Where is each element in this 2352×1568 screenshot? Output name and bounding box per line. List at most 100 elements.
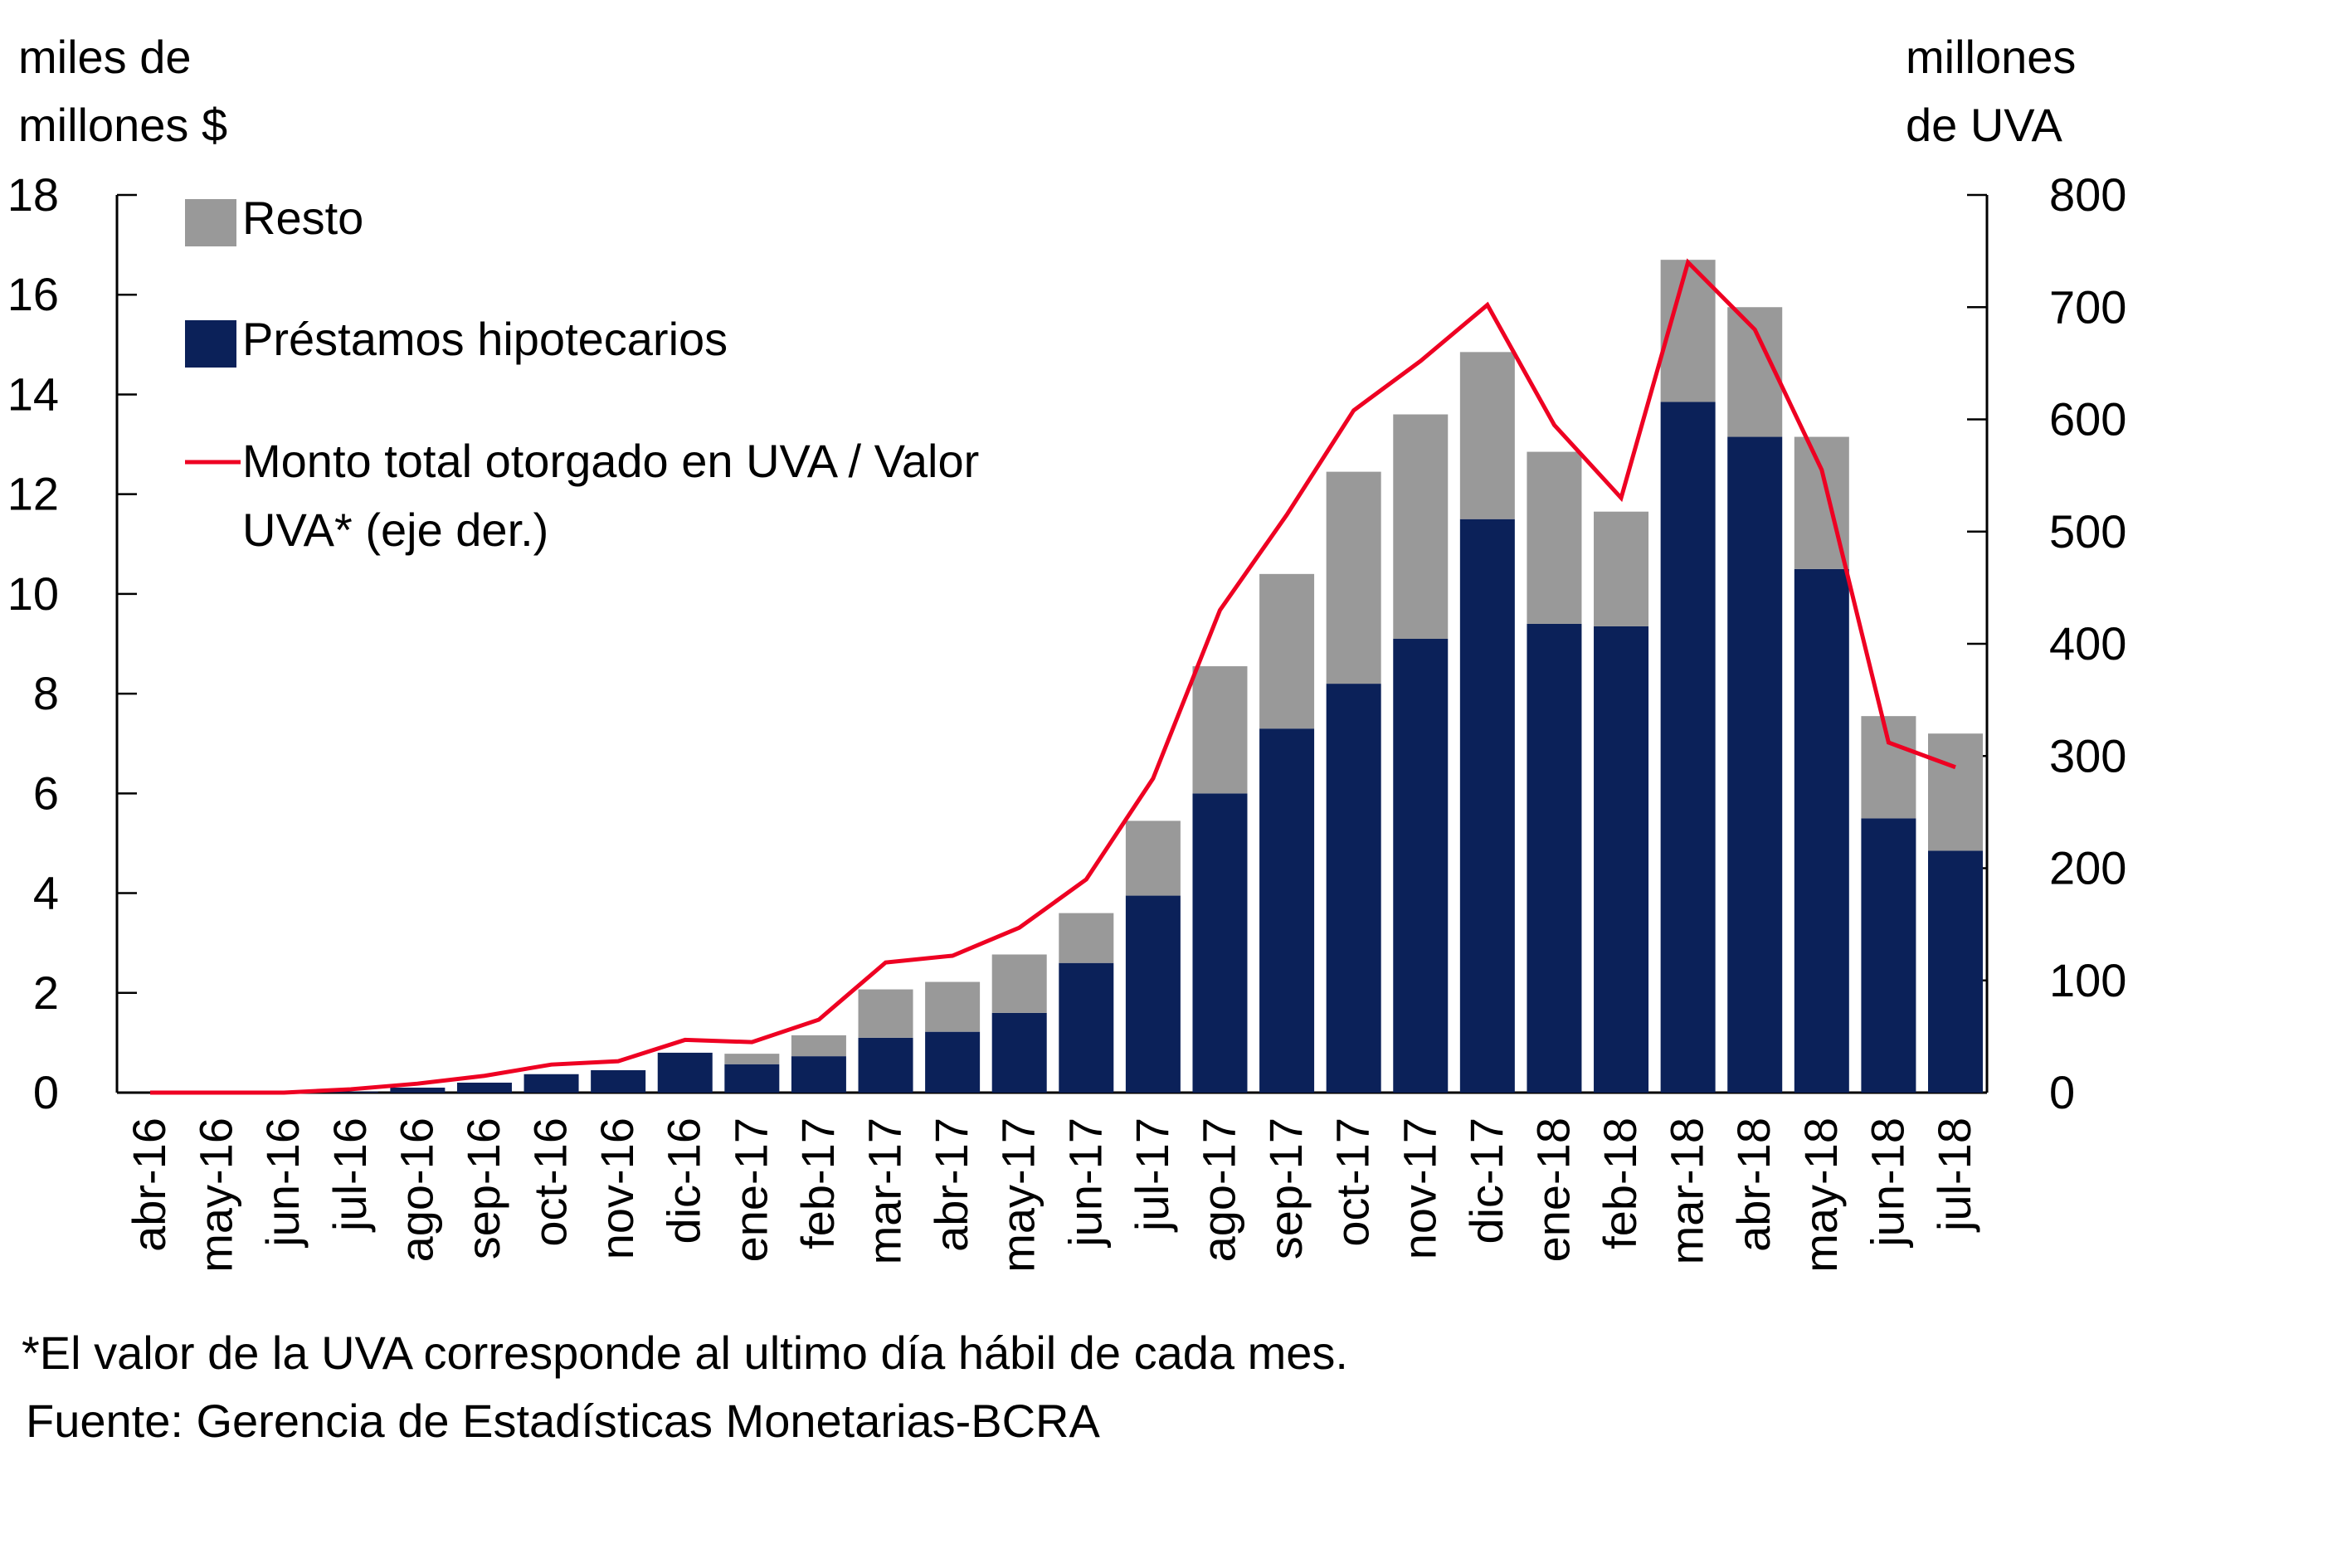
bar-hipotecarios (991, 1012, 1047, 1093)
bar-resto (1928, 733, 1983, 851)
y-tick-label-left: 4 (33, 867, 59, 919)
legend-label-line-1: Monto total otorgado en UVA / Valor (242, 435, 979, 487)
bar-resto (925, 981, 981, 1032)
x-tick-label: nov-16 (591, 1118, 643, 1259)
bar-resto (1059, 913, 1114, 963)
y-axis-title-left: millones $ (18, 99, 227, 151)
bar-hipotecarios (390, 1087, 446, 1093)
x-tick-label: sep-16 (457, 1118, 509, 1259)
x-tick-label: mar-18 (1661, 1118, 1713, 1264)
x-tick-label: may-16 (190, 1118, 242, 1273)
y-axis-title-right: de UVA (1906, 99, 2062, 151)
bar-resto (1192, 666, 1248, 794)
y-tick-label-left: 10 (7, 567, 59, 620)
y-tick-label-right: 500 (2049, 505, 2126, 558)
bar-hipotecarios (1660, 402, 1716, 1093)
x-tick-label: feb-18 (1594, 1118, 1646, 1249)
x-tick-label: oct-16 (524, 1118, 577, 1247)
bar-hipotecarios (1928, 850, 1983, 1093)
bar-resto (1125, 821, 1181, 896)
x-tick-label: feb-17 (791, 1118, 844, 1249)
y-tick-label-left: 16 (7, 268, 59, 320)
legend-swatch-resto (185, 199, 236, 246)
x-tick-label: jun-16 (256, 1118, 309, 1249)
bar-hipotecarios (1259, 728, 1315, 1093)
x-tick-label: abr-17 (925, 1118, 977, 1252)
y-tick-label-right: 700 (2049, 280, 2126, 333)
x-tick-label: abr-18 (1727, 1118, 1780, 1252)
y-tick-label-right: 800 (2049, 168, 2126, 221)
y-tick-label-left: 14 (7, 368, 59, 420)
legend-label-resto: Resto (242, 192, 363, 244)
bar-resto (1259, 573, 1315, 729)
bar-hipotecarios (456, 1082, 512, 1093)
legend-label-hipotecarios: Préstamos hipotecarios (242, 313, 728, 365)
x-tick-label: ago-17 (1192, 1118, 1244, 1262)
x-tick-label: oct-17 (1327, 1118, 1379, 1247)
y-tick-label-left: 12 (7, 468, 59, 520)
x-tick-label: jun-18 (1861, 1118, 1913, 1249)
footnote: *El valor de la UVA corresponde al ultim… (22, 1327, 1348, 1379)
bar-hipotecarios (1125, 895, 1181, 1093)
y-tick-label-left: 8 (33, 667, 59, 719)
bar-hipotecarios (858, 1037, 913, 1093)
line-series-uva (150, 258, 1956, 1095)
y-tick-label-left: 0 (33, 1066, 59, 1118)
bar-hipotecarios (1192, 793, 1248, 1093)
bar-hipotecarios (791, 1056, 846, 1093)
y-tick-label-right: 300 (2049, 729, 2126, 782)
bar-hipotecarios (523, 1074, 579, 1093)
bar-resto (1527, 451, 1582, 624)
bar-hipotecarios (925, 1031, 981, 1093)
legend-swatch-hipotecarios (185, 320, 236, 368)
legend-label-line-2: UVA* (eje der.) (242, 504, 548, 556)
y-tick-label-right: 0 (2049, 1066, 2075, 1118)
y-tick-label-right: 100 (2049, 954, 2126, 1006)
bar-hipotecarios (1527, 623, 1582, 1093)
y-tick-label-left: 18 (7, 168, 59, 221)
y-tick-label-left: 2 (33, 967, 59, 1019)
y-axis-title-left: miles de (18, 31, 192, 83)
bar-hipotecarios (1326, 684, 1381, 1093)
bar-hipotecarios (1794, 568, 1849, 1093)
x-tick-label: ene-18 (1527, 1118, 1579, 1262)
x-tick-label: may-17 (992, 1118, 1045, 1273)
bar-resto (1459, 352, 1515, 519)
bar-hipotecarios (1594, 626, 1649, 1093)
bar-resto (791, 1035, 846, 1057)
x-tick-label: jul-16 (324, 1118, 376, 1233)
x-tick-label: jul-18 (1928, 1118, 1980, 1233)
x-tick-label: jun-17 (1059, 1118, 1111, 1249)
bar-resto (858, 989, 913, 1038)
y-axis-title-right: millones (1906, 31, 2076, 83)
x-tick-label: jul-17 (1126, 1118, 1178, 1233)
bar-hipotecarios (724, 1064, 780, 1093)
bar-resto (1594, 511, 1649, 626)
bar-hipotecarios (1059, 962, 1114, 1093)
bar-resto (991, 954, 1047, 1013)
x-tick-label: ago-16 (390, 1118, 442, 1262)
footnote: Fuente: Gerencia de Estadísticas Monetar… (26, 1395, 1100, 1447)
x-tick-label: abr-16 (123, 1118, 175, 1252)
bar-hipotecarios (1459, 519, 1515, 1093)
x-tick-label: may-18 (1794, 1118, 1847, 1273)
x-tick-label: nov-17 (1393, 1118, 1445, 1259)
x-tick-label: ene-17 (724, 1118, 777, 1262)
y-tick-label-right: 200 (2049, 842, 2126, 894)
bar-hipotecarios (1861, 818, 1916, 1093)
bar-hipotecarios (591, 1069, 646, 1093)
y-tick-label-right: 600 (2049, 393, 2126, 446)
x-tick-label: dic-16 (658, 1118, 710, 1244)
bar-hipotecarios (657, 1052, 713, 1093)
x-tick-label: sep-17 (1259, 1118, 1312, 1259)
bar-resto (724, 1054, 780, 1064)
bar-hipotecarios (323, 1091, 378, 1093)
bar-resto (1861, 716, 1916, 819)
y-tick-label-left: 6 (33, 767, 59, 819)
x-tick-label: dic-17 (1460, 1118, 1512, 1244)
bar-resto (1326, 471, 1381, 684)
bar-hipotecarios (1393, 638, 1449, 1093)
bar-resto (1393, 414, 1449, 639)
bar-hipotecarios (1727, 436, 1783, 1093)
